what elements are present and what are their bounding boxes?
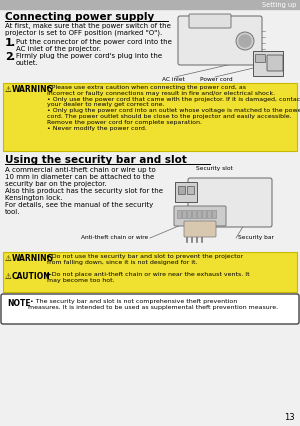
Text: AC inlet: AC inlet [162, 77, 185, 82]
Text: Security bar: Security bar [238, 235, 274, 240]
Text: Power cord: Power cord [200, 77, 233, 82]
Text: 13: 13 [284, 413, 295, 422]
Text: .: . [11, 38, 15, 48]
Bar [175, 182, 197, 202]
Text: 1: 1 [5, 38, 13, 48]
Bar [253, 51, 283, 76]
Text: Using the security bar and slot: Using the security bar and slot [5, 155, 187, 165]
Bar [202, 210, 206, 218]
Text: • The security bar and slot is not comprehensive theft prevention
measures. It i: • The security bar and slot is not compr… [28, 299, 278, 310]
FancyBboxPatch shape [184, 221, 216, 237]
Bar [197, 210, 201, 218]
FancyBboxPatch shape [178, 16, 262, 65]
FancyBboxPatch shape [1, 294, 299, 324]
Text: Anti-theft chain or wire: Anti-theft chain or wire [81, 235, 148, 240]
Circle shape [239, 35, 251, 47]
Bar [192, 210, 196, 218]
Text: Connecting power supply: Connecting power supply [5, 12, 154, 22]
Text: WARNING: WARNING [12, 85, 54, 94]
FancyBboxPatch shape [174, 206, 226, 226]
Bar [207, 210, 211, 218]
Text: WARNING: WARNING [12, 254, 54, 263]
Text: ⚠: ⚠ [5, 272, 12, 281]
Text: Put the connector of the power cord into the
AC inlet of the projector.: Put the connector of the power cord into… [16, 39, 172, 52]
Text: CAUTION: CAUTION [12, 272, 51, 281]
Bar [187, 210, 191, 218]
FancyBboxPatch shape [267, 55, 283, 71]
Text: Security slot: Security slot [196, 166, 233, 171]
Text: Setting up: Setting up [262, 2, 296, 8]
Bar [187, 186, 194, 194]
Text: Firmly plug the power cord's plug into the
outlet.: Firmly plug the power cord's plug into t… [16, 53, 162, 66]
Text: NOTE: NOTE [7, 299, 31, 308]
Text: 2: 2 [5, 52, 13, 62]
Bar [178, 186, 185, 194]
Circle shape [236, 32, 254, 50]
FancyBboxPatch shape [188, 178, 272, 227]
Text: .: . [11, 52, 15, 62]
Text: A commercial anti-theft chain or wire up to
10 mm in diameter can be attached to: A commercial anti-theft chain or wire up… [5, 167, 163, 215]
Bar [3, 252, 297, 292]
Bar [255, 54, 265, 62]
Text: ⚠: ⚠ [5, 254, 12, 263]
Text: ►Please use extra caution when connecting the power cord, as
incorrect or faulty: ►Please use extra caution when connectin… [47, 85, 300, 131]
Text: At first, make sure that the power switch of the
projector is set to OFF positio: At first, make sure that the power switc… [5, 23, 171, 37]
Bar [0, 0, 300, 9]
Text: ⚠: ⚠ [5, 85, 12, 94]
Bar [212, 210, 216, 218]
Bar [3, 83, 297, 151]
Bar [182, 210, 186, 218]
Text: ►Do not use the security bar and slot to prevent the projector
from falling down: ►Do not use the security bar and slot to… [47, 254, 243, 265]
Text: ►Do not place anti-theft chain or wire near the exhaust vents. It
may become too: ►Do not place anti-theft chain or wire n… [47, 272, 250, 283]
FancyBboxPatch shape [189, 14, 231, 28]
Bar [177, 210, 181, 218]
